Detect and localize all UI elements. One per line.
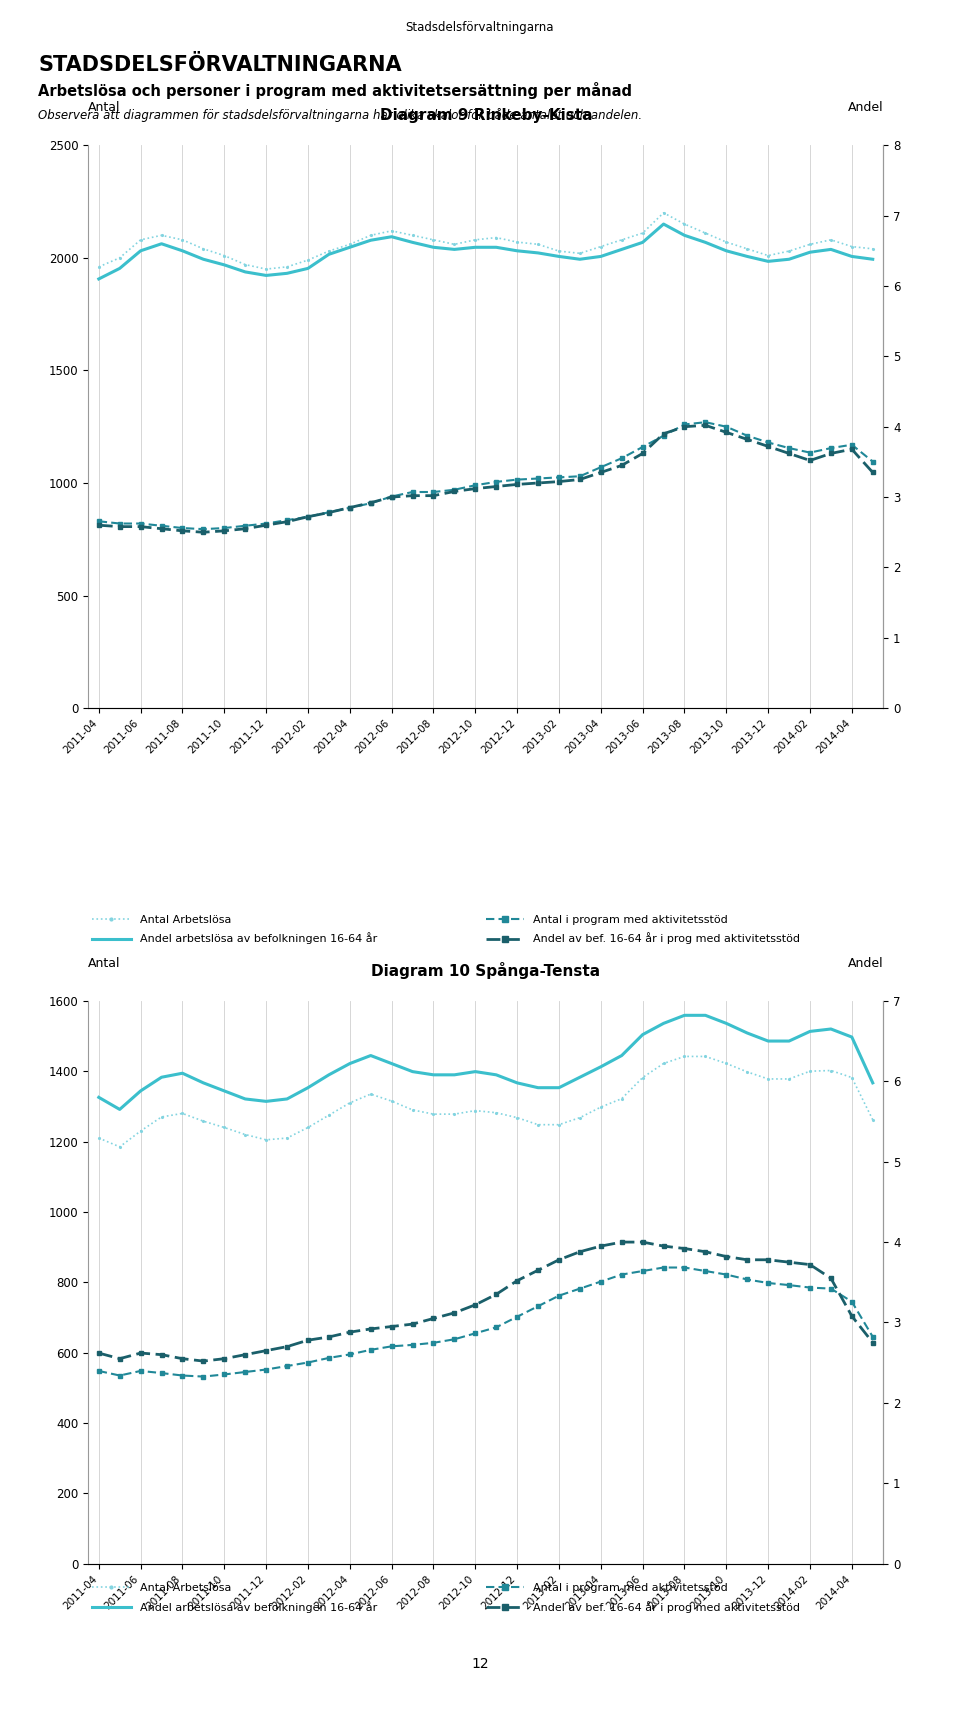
Text: Andel: Andel [848,957,883,971]
Legend: Antal i program med aktivitetsstöd, Andel av bef. 16-64 år i prog med aktivitets: Antal i program med aktivitetsstöd, Ande… [486,1583,801,1613]
Text: STADSDELSFÖRVALTNINGARNA: STADSDELSFÖRVALTNINGARNA [38,55,402,75]
Title: Diagram 9 Rinkeby-Kista: Diagram 9 Rinkeby-Kista [379,108,592,123]
Text: Stadsdelsförvaltningarna: Stadsdelsförvaltningarna [406,21,554,34]
Legend: Antal Arbetslösa, Andel arbetslösa av befolkningen 16-64 år: Antal Arbetslösa, Andel arbetslösa av be… [92,1583,377,1613]
Text: 12: 12 [471,1658,489,1671]
Legend: Antal Arbetslösa, Andel arbetslösa av befolkningen 16-64 år: Antal Arbetslösa, Andel arbetslösa av be… [92,914,377,945]
Text: Andel: Andel [848,101,883,115]
Text: Arbetslösa och personer i program med aktivitetsersättning per månad: Arbetslösa och personer i program med ak… [38,82,633,99]
Title: Diagram 10 Spånga-Tensta: Diagram 10 Spånga-Tensta [372,962,600,979]
Text: Antal: Antal [88,957,121,971]
Legend: Antal i program med aktivitetsstöd, Andel av bef. 16-64 år i prog med aktivitets: Antal i program med aktivitetsstöd, Ande… [486,914,801,945]
Text: Antal: Antal [88,101,121,115]
Text: Observera att diagrammen för stadsdelsförvaltningarna har olika skalor för både : Observera att diagrammen för stadsdelsfö… [38,108,642,121]
